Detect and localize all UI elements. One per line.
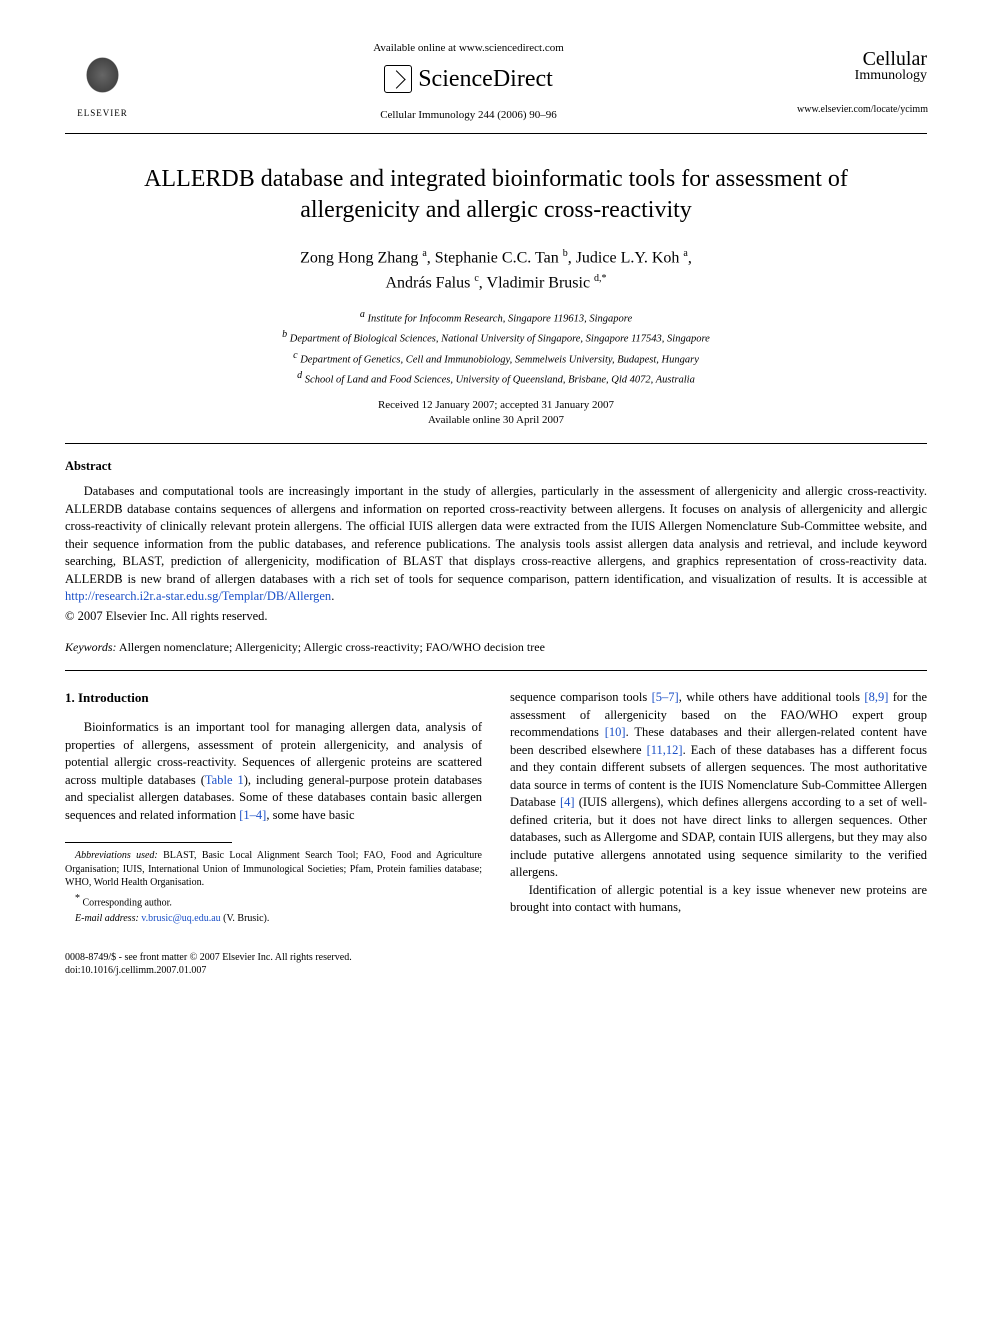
publisher-name: ELSEVIER — [77, 107, 128, 120]
affiliations: a Institute for Infocomm Research, Singa… — [65, 307, 927, 388]
sciencedirect-text: ScienceDirect — [418, 63, 553, 97]
ref-4-link[interactable]: [4] — [560, 795, 575, 809]
corr-text: Corresponding author. — [83, 897, 172, 908]
keywords-label: Keywords: — [65, 640, 117, 654]
email-footnote: E-mail address: v.brusic@uq.edu.au (V. B… — [65, 912, 482, 926]
email-label: E-mail address: — [75, 913, 139, 924]
ref-11-12-link[interactable]: [11,12] — [647, 743, 683, 757]
elsevier-logo: ELSEVIER — [65, 40, 140, 125]
available-online-text: Available online at www.sciencedirect.co… — [140, 41, 797, 56]
affiliation-c: Department of Genetics, Cell and Immunob… — [300, 354, 699, 365]
intro-p2-right: Identification of allergic potential is … — [510, 882, 927, 917]
intro-p1-right: sequence comparison tools [5–7], while o… — [510, 689, 927, 882]
introduction-heading: 1. Introduction — [65, 689, 482, 707]
keywords-text: Allergen nomenclature; Allergenicity; Al… — [117, 640, 545, 654]
journal-name-line2: Immunology — [797, 69, 927, 83]
abstract-url-link[interactable]: http://research.i2r.a-star.edu.sg/Templa… — [65, 589, 331, 603]
abstract-pre: Databases and computational tools are in… — [65, 484, 927, 586]
ref-10-link[interactable]: [10] — [605, 725, 626, 739]
intro-p1-left: Bioinformatics is an important tool for … — [65, 719, 482, 824]
footer-line1: 0008-8749/$ - see front matter © 2007 El… — [65, 951, 927, 964]
ref-5-7-link[interactable]: [5–7] — [652, 690, 679, 704]
affiliation-d: School of Land and Food Sciences, Univer… — [305, 374, 695, 385]
corresponding-author-footnote: * Corresponding author. — [65, 892, 482, 910]
page-footer: 0008-8749/$ - see front matter © 2007 El… — [65, 951, 927, 977]
email-link[interactable]: v.brusic@uq.edu.au — [141, 913, 220, 924]
left-column: 1. Introduction Bioinformatics is an imp… — [65, 689, 482, 927]
keywords-line: Keywords: Allergen nomenclature; Allerge… — [65, 639, 927, 656]
article-title: ALLERDB database and integrated bioinfor… — [105, 164, 887, 226]
article-dates: Received 12 January 2007; accepted 31 Ja… — [65, 398, 927, 429]
body-columns: 1. Introduction Bioinformatics is an imp… — [65, 689, 927, 927]
abstract-post: . — [331, 589, 334, 603]
journal-title-box: Cellular Immunology www.elsevier.com/loc… — [797, 49, 927, 117]
intro-right-pre: sequence comparison tools — [510, 690, 652, 704]
journal-reference: Cellular Immunology 244 (2006) 90–96 — [140, 108, 797, 123]
abstract-top-rule — [65, 443, 927, 444]
journal-name-line1: Cellular — [797, 49, 927, 69]
abstract-body: Databases and computational tools are in… — [65, 483, 927, 606]
intro-right-mid1: , while others have additional tools — [679, 690, 865, 704]
footer-line2: doi:10.1016/j.cellimm.2007.01.007 — [65, 964, 927, 977]
ref-1-4-link[interactable]: [1–4] — [239, 808, 266, 822]
intro-left-post: , some have basic — [266, 808, 354, 822]
footnotes: Abbreviations used: BLAST, Basic Local A… — [65, 849, 482, 925]
email-post: (V. Brusic). — [221, 913, 270, 924]
online-date: Available online 30 April 2007 — [428, 414, 564, 426]
affiliation-a: Institute for Infocomm Research, Singapo… — [368, 314, 633, 325]
header-rule — [65, 133, 927, 134]
elsevier-tree-icon — [75, 45, 130, 105]
received-date: Received 12 January 2007; accepted 31 Ja… — [378, 399, 614, 411]
keywords-rule — [65, 670, 927, 671]
sciencedirect-brand: ScienceDirect — [384, 63, 553, 97]
ref-8-9-link[interactable]: [8,9] — [864, 690, 888, 704]
sciencedirect-icon — [384, 65, 412, 93]
table1-link[interactable]: Table 1 — [205, 773, 244, 787]
header-row: ELSEVIER Available online at www.science… — [65, 40, 927, 125]
authors-list: Zong Hong Zhang a, Stephanie C.C. Tan b,… — [65, 246, 927, 295]
abbrev-label: Abbreviations used: — [75, 850, 158, 861]
center-header: Available online at www.sciencedirect.co… — [140, 41, 797, 124]
journal-url: www.elsevier.com/locate/ycimm — [797, 103, 927, 117]
abstract-copyright: © 2007 Elsevier Inc. All rights reserved… — [65, 608, 927, 626]
abbrev-footnote: Abbreviations used: BLAST, Basic Local A… — [65, 849, 482, 890]
right-column: sequence comparison tools [5–7], while o… — [510, 689, 927, 927]
affiliation-b: Department of Biological Sciences, Natio… — [290, 334, 710, 345]
footnote-separator — [65, 842, 232, 843]
abstract-heading: Abstract — [65, 458, 927, 476]
